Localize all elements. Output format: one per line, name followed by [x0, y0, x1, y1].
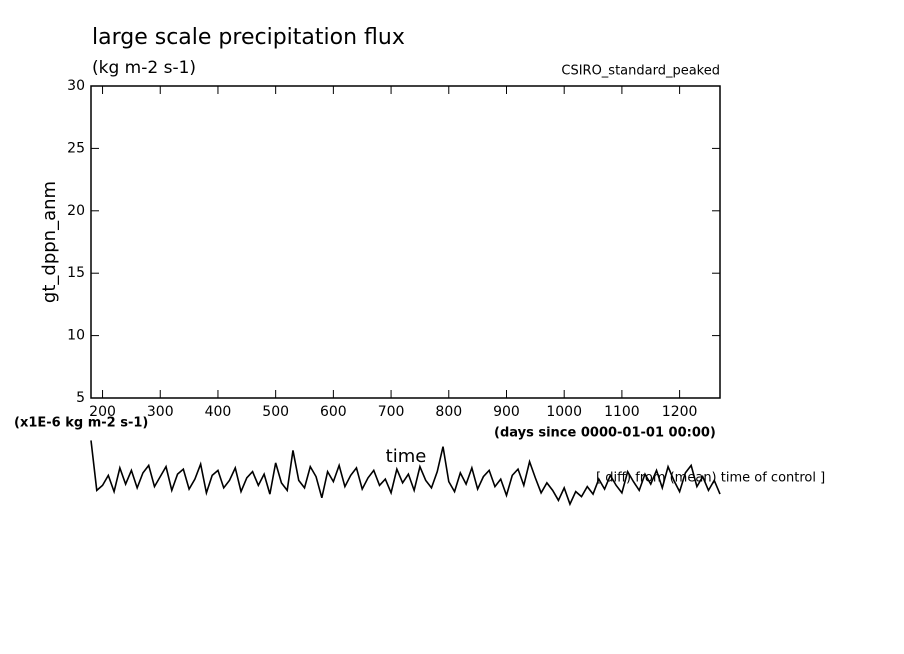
x-axis-label: time [386, 446, 427, 467]
data-line [90, 440, 721, 507]
y-tick-label: 20 [67, 203, 85, 219]
x-tick-label: 900 [493, 404, 520, 420]
chart-subtitle: (kg m-2 s-1) [92, 58, 196, 78]
experiment-label: CSIRO_standard_peaked [561, 64, 720, 79]
y-tick-label: 5 [76, 390, 85, 406]
x-tick-label: 800 [435, 404, 462, 420]
x-tick-label: 600 [320, 404, 347, 420]
y-unit-note: (x1E-6 kg m-2 s-1) [14, 416, 148, 431]
y-tick-label: 30 [67, 78, 85, 94]
chart-title: large scale precipitation flux [92, 25, 405, 50]
y-tick-label: 25 [67, 140, 85, 156]
x-tick-label: 300 [147, 404, 174, 420]
plot-frame [90, 85, 721, 399]
x-tick-label: 500 [262, 404, 289, 420]
y-tick-label: 10 [67, 328, 85, 344]
x-tick-label: 700 [378, 404, 405, 420]
y-tick-label: 15 [67, 265, 85, 281]
annotation: [ diff) from (mean) time of control ] [596, 471, 825, 486]
x-tick-label: 200 [89, 404, 116, 420]
x-unit: (days since 0000-01-01 00:00) [494, 426, 716, 441]
x-tick-label: 1000 [546, 404, 582, 420]
x-tick-label: 1100 [604, 404, 640, 420]
x-tick-label: 1200 [662, 404, 698, 420]
x-tick-label: 400 [205, 404, 232, 420]
y-axis-label: gt_dppn_anm [39, 181, 60, 303]
